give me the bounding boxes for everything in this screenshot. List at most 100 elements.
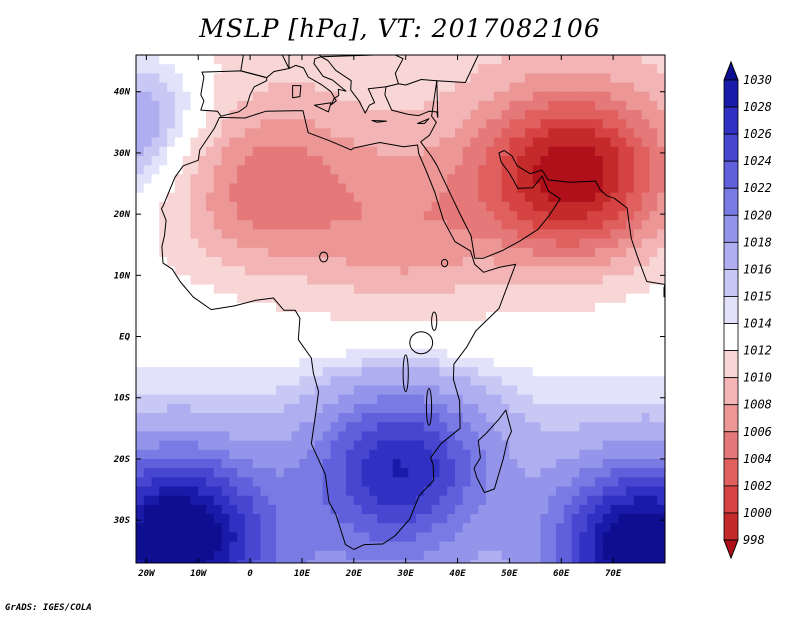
field-cell bbox=[384, 146, 394, 157]
field-cell bbox=[649, 312, 658, 322]
field-cell bbox=[649, 468, 658, 478]
field-cell bbox=[400, 302, 409, 313]
field-cell bbox=[322, 385, 332, 396]
field-cell bbox=[602, 385, 612, 396]
field-cell bbox=[525, 440, 534, 451]
field-cell bbox=[462, 100, 472, 111]
field-cell bbox=[268, 73, 277, 84]
field-cell bbox=[602, 192, 612, 203]
field-cell bbox=[493, 119, 503, 130]
field-cell bbox=[167, 146, 176, 157]
field-cell bbox=[229, 477, 238, 488]
field-cell bbox=[579, 504, 588, 515]
field-cell bbox=[268, 449, 277, 460]
field-cell bbox=[159, 211, 168, 221]
field-cell bbox=[501, 550, 510, 561]
colorbar-label: 1006 bbox=[743, 425, 772, 439]
field-cell bbox=[174, 504, 184, 515]
field-cell bbox=[602, 514, 612, 524]
field-cell bbox=[252, 431, 262, 442]
field-cell bbox=[229, 201, 238, 212]
field-cell bbox=[517, 137, 526, 148]
field-cell bbox=[299, 330, 308, 341]
field-cell bbox=[307, 358, 316, 368]
field-cell bbox=[439, 55, 448, 65]
field-cell bbox=[462, 275, 472, 286]
field-cell bbox=[159, 110, 168, 120]
field-cell bbox=[268, 422, 277, 432]
field-cell bbox=[525, 156, 534, 166]
field-cell bbox=[377, 559, 386, 563]
field-cell bbox=[392, 137, 402, 148]
field-cell bbox=[400, 468, 409, 478]
field-cell bbox=[143, 459, 153, 469]
field-cell bbox=[377, 100, 386, 111]
field-cell bbox=[493, 257, 503, 267]
field-cell bbox=[649, 532, 658, 543]
field-cell bbox=[447, 477, 456, 488]
field-cell bbox=[416, 128, 425, 139]
field-cell bbox=[649, 449, 658, 460]
field-cell bbox=[182, 330, 192, 341]
field-cell bbox=[229, 82, 238, 93]
y-tick-label: 10S bbox=[114, 394, 131, 404]
field-cell bbox=[198, 403, 207, 414]
field-cell bbox=[501, 541, 510, 552]
field-cell bbox=[571, 128, 580, 139]
field-cell bbox=[610, 376, 619, 387]
field-cell bbox=[353, 302, 363, 313]
field-cell bbox=[478, 183, 487, 194]
field-cell bbox=[517, 449, 526, 460]
field-cell bbox=[633, 229, 643, 240]
field-cell bbox=[501, 302, 510, 313]
field-cell bbox=[252, 238, 262, 249]
field-cell bbox=[151, 376, 160, 387]
field-cell bbox=[447, 330, 456, 341]
field-cell bbox=[579, 146, 588, 157]
field-cell bbox=[517, 321, 526, 331]
field-cell bbox=[408, 504, 417, 515]
field-cell bbox=[151, 302, 160, 313]
field-cell bbox=[322, 192, 332, 203]
field-cell bbox=[198, 192, 207, 203]
field-cell bbox=[276, 541, 285, 552]
field-cell bbox=[307, 247, 316, 258]
field-cell bbox=[283, 220, 293, 231]
field-cell bbox=[501, 367, 510, 377]
field-cell bbox=[291, 257, 300, 267]
field-cell bbox=[540, 348, 549, 359]
field-cell bbox=[276, 266, 285, 276]
field-cell bbox=[633, 532, 643, 543]
field-cell bbox=[361, 440, 370, 451]
field-cell bbox=[423, 183, 433, 194]
field-cell bbox=[540, 220, 549, 231]
field-cell bbox=[307, 293, 316, 304]
field-cell bbox=[633, 477, 643, 488]
field-cell bbox=[283, 128, 293, 139]
field-cell bbox=[509, 394, 518, 405]
field-cell bbox=[206, 376, 215, 387]
field-cell bbox=[384, 339, 394, 350]
field-cell bbox=[423, 348, 433, 359]
field-cell bbox=[532, 55, 542, 65]
field-cell bbox=[626, 257, 635, 267]
field-cell bbox=[610, 257, 619, 267]
field-cell bbox=[299, 165, 308, 175]
field-cell bbox=[447, 348, 456, 359]
field-cell bbox=[626, 495, 635, 506]
field-cell bbox=[423, 302, 433, 313]
field-cell bbox=[626, 100, 635, 111]
field-cell bbox=[384, 559, 394, 563]
colorbar-label: 1020 bbox=[743, 208, 772, 222]
field-cell bbox=[244, 128, 254, 139]
field-cell bbox=[400, 119, 409, 130]
field-cell bbox=[151, 348, 160, 359]
field-cell bbox=[213, 550, 223, 561]
field-cell bbox=[618, 302, 627, 313]
field-cell bbox=[416, 247, 425, 258]
field-cell bbox=[353, 165, 363, 175]
field-cell bbox=[198, 266, 207, 276]
field-cell bbox=[198, 284, 207, 295]
field-cell bbox=[548, 247, 557, 258]
field-cell bbox=[509, 348, 518, 359]
